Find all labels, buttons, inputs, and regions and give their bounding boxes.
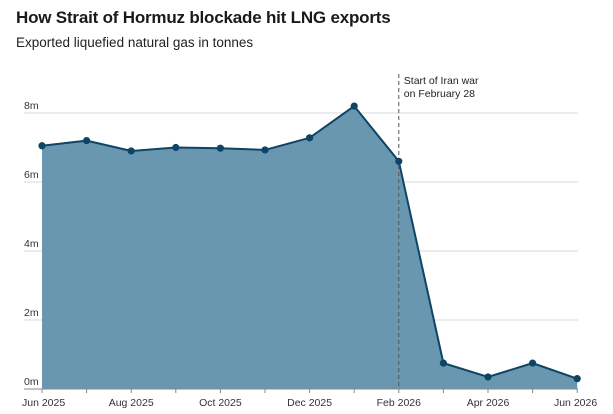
data-point-2026-06 (573, 375, 581, 383)
area-layer (41, 105, 578, 389)
annotation-text: Start of Iran war (404, 75, 479, 87)
area-fill (42, 106, 578, 389)
annotation-text: on February 28 (404, 88, 475, 100)
data-point-2025-06 (38, 142, 46, 150)
data-point-2026-01 (350, 102, 358, 110)
x-tick-label: Apr 2026 (467, 397, 510, 409)
x-tick-label: Oct 2025 (199, 397, 242, 409)
chart-title: How Strait of Hormuz blockade hit LNG ex… (16, 8, 391, 27)
x-tick-label: Jun 2026 (554, 397, 597, 409)
data-point-2026-03 (439, 359, 447, 367)
data-point-2026-05 (529, 359, 537, 367)
axis-layer: 0m 2m 4m 6m 8m Jun 2025 Aug 2025 Oct 2025 Dec 20… (22, 100, 597, 409)
y-tick-label: 0m (24, 376, 39, 388)
data-point-2025-10 (216, 144, 224, 152)
data-point-2025-12 (306, 134, 314, 142)
data-point-2025-07 (83, 137, 91, 145)
chart-subtitle: Exported liquefied natural gas in tonnes (16, 35, 254, 50)
x-tick-label: Dec 2025 (287, 397, 332, 409)
y-tick-label: 2m (24, 307, 39, 319)
x-tick-label: Feb 2026 (377, 397, 422, 409)
data-point-2025-08 (127, 147, 135, 155)
data-point-2026-04 (484, 373, 492, 381)
y-tick-label: 6m (24, 169, 39, 181)
data-point-2026-02 (395, 157, 403, 165)
marker-layer (38, 102, 581, 383)
y-tick-label: 8m (24, 100, 39, 112)
data-point-2025-09 (172, 143, 180, 152)
x-tick-label: Aug 2025 (109, 397, 154, 409)
data-point-2025-11 (261, 146, 269, 154)
y-tick-label: 4m (24, 238, 39, 250)
x-tick-label: Jun 2025 (22, 397, 65, 409)
